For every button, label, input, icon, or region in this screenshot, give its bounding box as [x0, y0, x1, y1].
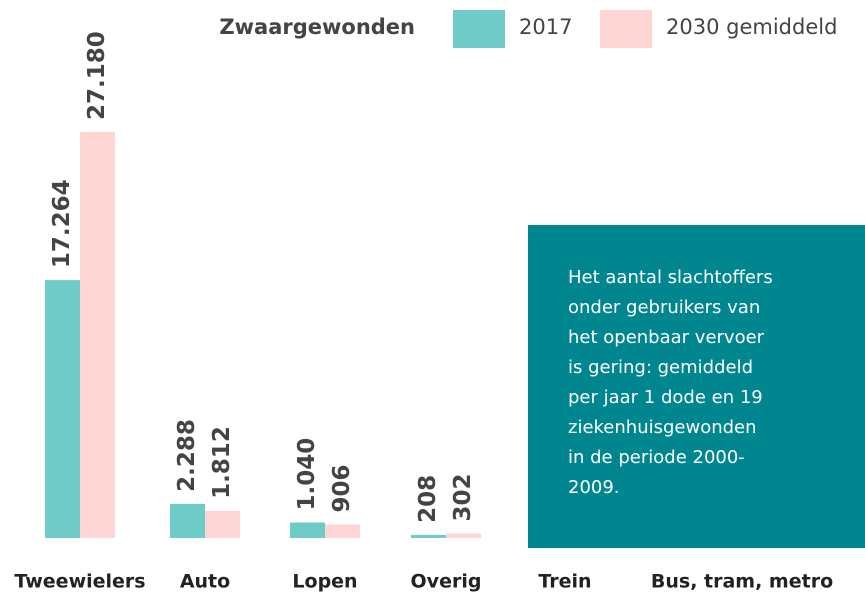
value-label: 302 [450, 473, 476, 521]
value-label: 2.288 [174, 419, 200, 492]
legend-title: Zwaargewonden [219, 15, 415, 39]
annotation-box [528, 225, 865, 548]
annotation-line: Het aantal slachtoffers [568, 267, 773, 288]
annotation-line: ziekenhuisgewonden [568, 417, 757, 438]
value-label: 906 [329, 464, 355, 512]
bar [446, 533, 481, 538]
bar [290, 522, 325, 538]
bar [170, 503, 205, 538]
value-label: 208 [415, 475, 441, 523]
value-label: 27.180 [84, 31, 110, 120]
legend-swatch [453, 10, 505, 48]
value-label: 1.812 [209, 426, 235, 499]
x-tick-label: Trein [538, 571, 591, 593]
value-label: 1.040 [294, 438, 320, 511]
annotation-line: in de periode 2000- [568, 447, 745, 468]
x-tick-label: Overig [411, 571, 482, 593]
annotation-line: het openbaar vervoer [568, 327, 765, 348]
value-label: 17.264 [49, 179, 75, 268]
annotation-line: per jaar 1 dode en 19 [568, 387, 763, 408]
bar [80, 132, 115, 538]
bar [411, 534, 446, 538]
annotation-line: 2009. [568, 477, 620, 498]
x-tick-label: Lopen [292, 571, 357, 593]
legend-label: 2030 gemiddeld [666, 15, 837, 39]
x-tick-label: Bus, tram, metro [651, 571, 833, 593]
legend-label: 2017 [519, 15, 572, 39]
bar [325, 524, 360, 538]
annotation-line: is gering: gemiddeld [568, 357, 753, 378]
legend-swatch [600, 10, 652, 48]
bar [205, 510, 240, 538]
bar [45, 280, 80, 538]
annotation-line: onder gebruikers van [568, 297, 760, 318]
x-tick-label: Auto [180, 571, 230, 593]
x-tick-label: Tweewielers [14, 571, 145, 593]
